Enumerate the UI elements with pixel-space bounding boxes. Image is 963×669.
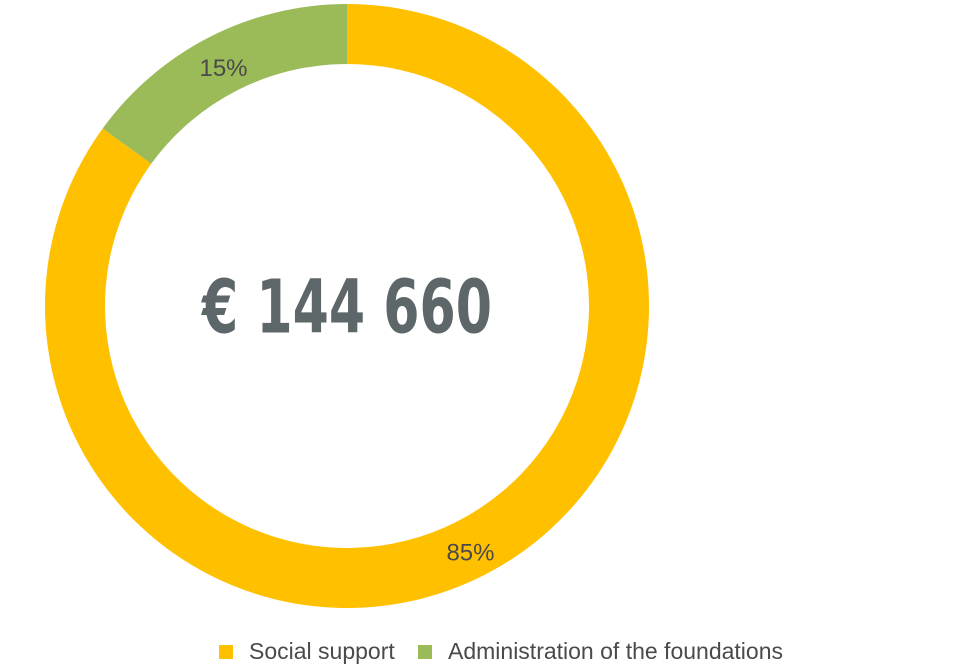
data-label: 85% <box>446 540 494 567</box>
legend-label: Administration of the foundations <box>448 638 783 664</box>
data-label: 15% <box>199 55 247 82</box>
donut-segment <box>102 4 347 164</box>
center-total: € 144 660 <box>201 265 492 351</box>
legend-swatch <box>418 645 432 659</box>
legend-label: Social support <box>249 638 395 664</box>
legend-swatch <box>219 645 233 659</box>
